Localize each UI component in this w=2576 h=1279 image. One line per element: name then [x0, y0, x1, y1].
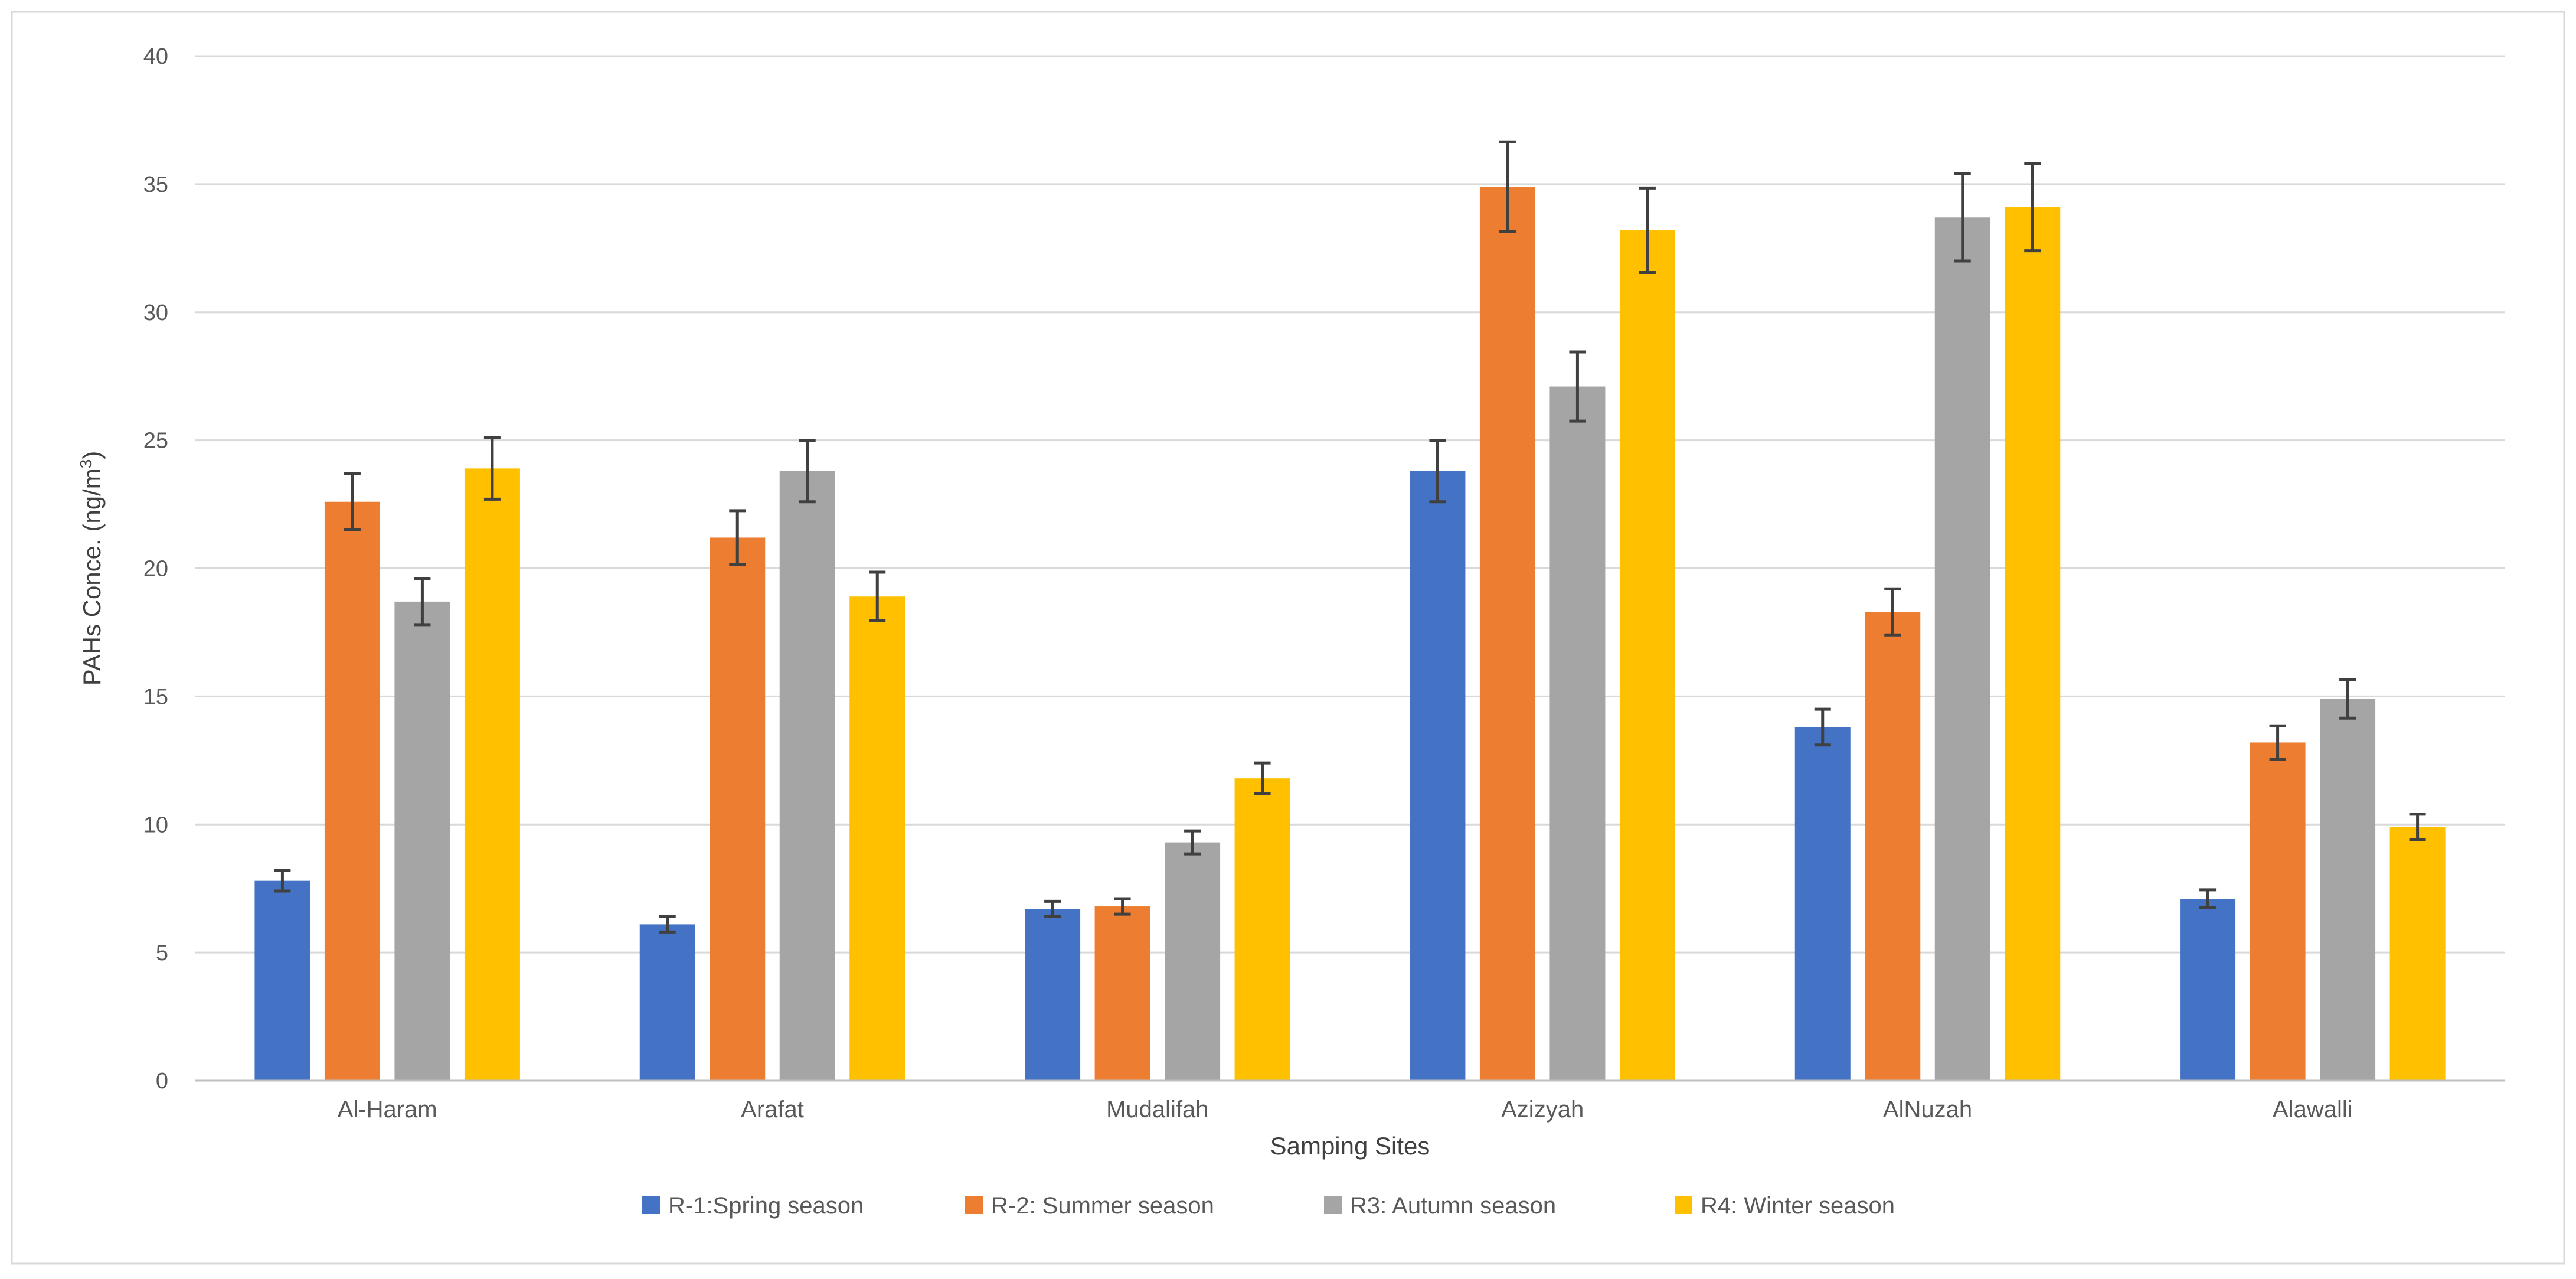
legend-swatch — [1675, 1196, 1692, 1214]
bar — [324, 501, 380, 1081]
legend-label: R3: Autumn season — [1350, 1193, 1556, 1219]
y-tick-label: 20 — [143, 557, 168, 582]
bar — [1794, 727, 1851, 1081]
y-tick-label: 0 — [156, 1069, 168, 1094]
x-category-label: Arafat — [741, 1097, 804, 1123]
y-tick-label: 15 — [143, 684, 168, 709]
bar — [1234, 778, 1290, 1081]
bar — [1934, 217, 1990, 1081]
y-axis-title: PAHs Conce. (ng/m3) — [77, 451, 106, 686]
bar — [1410, 471, 1466, 1081]
bar — [1479, 187, 1535, 1081]
x-category-label: Al-Haram — [338, 1097, 437, 1123]
y-axis-title-close: ) — [78, 451, 106, 459]
gridlines — [195, 55, 2505, 954]
y-axis-title-superscript: 3 — [77, 459, 95, 469]
y-axis-ticks: 0 5 10 15 20 25 30 35 40 — [143, 44, 168, 1094]
y-tick-label: 25 — [143, 429, 168, 453]
bar — [254, 880, 310, 1081]
bars — [254, 187, 2446, 1081]
y-tick-label: 40 — [143, 44, 168, 69]
legend-swatch — [642, 1196, 660, 1214]
x-category-label: AlNuzah — [1883, 1097, 1972, 1123]
legend-swatch — [1324, 1196, 1342, 1214]
bar — [1165, 842, 1221, 1081]
legend-label: R4: Winter season — [1701, 1193, 1895, 1219]
y-tick-label: 5 — [156, 941, 168, 965]
bar — [710, 537, 766, 1081]
bar — [2005, 207, 2061, 1081]
bar — [394, 601, 450, 1081]
bar — [1549, 386, 1606, 1081]
bar — [2250, 742, 2306, 1081]
bar — [1025, 909, 1081, 1081]
legend-swatch — [965, 1196, 983, 1214]
y-axis-title-base: PAHs Conce. (ng/m — [78, 468, 106, 686]
x-axis-categories: Al-Haram Arafat Mudalifah Azizyah AlNuzah Ala… — [338, 1097, 2353, 1123]
y-tick-label: 30 — [143, 301, 168, 325]
bar — [1094, 906, 1150, 1081]
bar — [2320, 699, 2376, 1081]
y-tick-label: 35 — [143, 172, 168, 197]
x-category-label: Azizyah — [1501, 1097, 1584, 1123]
bar — [1865, 612, 1921, 1081]
bar — [2389, 827, 2446, 1081]
bar — [849, 596, 905, 1081]
x-category-label: Mudalifah — [1106, 1097, 1208, 1123]
bar — [464, 468, 520, 1081]
bar — [1619, 230, 1675, 1081]
bar — [779, 471, 835, 1081]
y-tick-label: 10 — [143, 813, 168, 837]
legend-label: R-2: Summer season — [991, 1193, 1214, 1219]
x-category-label: Alawalli — [2273, 1097, 2353, 1123]
legend: R-1:Spring season R-2: Summer season R3: A… — [642, 1193, 1895, 1219]
error-bars — [274, 140, 2426, 934]
bar — [639, 924, 695, 1081]
legend-label: R-1:Spring season — [668, 1193, 864, 1219]
bar — [2180, 899, 2236, 1081]
x-axis-title: Samping Sites — [1270, 1132, 1430, 1160]
